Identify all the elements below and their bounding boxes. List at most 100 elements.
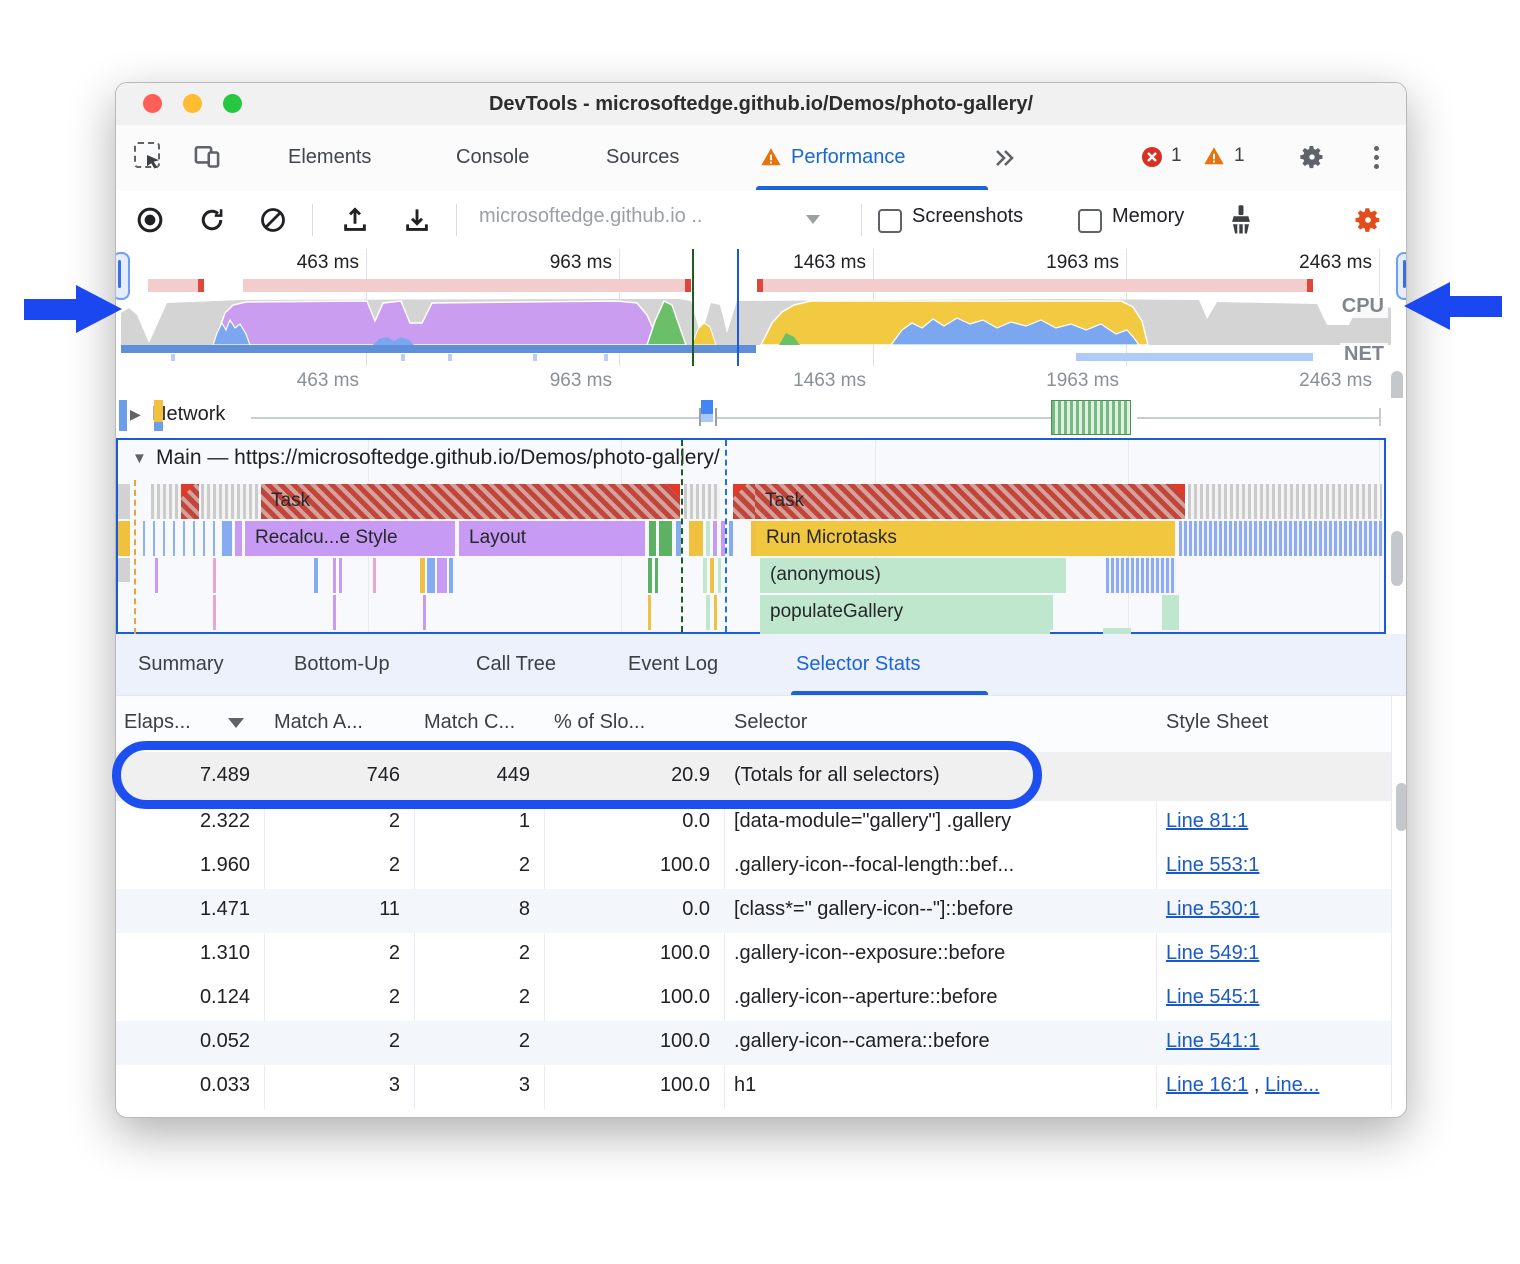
overview-tick: 463 ms <box>296 252 359 273</box>
main-track-label: Main — https://microsoftedge.github.io/D… <box>156 446 720 469</box>
table-row[interactable]: 1.310 2 2 100.0 .gallery-icon--exposure:… <box>199 942 1260 964</box>
clear-recording-icon[interactable] <box>259 206 287 234</box>
tab-sources[interactable]: Sources <box>606 146 680 168</box>
warning-count: 1 <box>1234 145 1245 166</box>
col-elapsed[interactable]: Elaps... <box>124 711 191 733</box>
stylesheet-link[interactable]: Line 549:1 <box>1166 942 1260 964</box>
device-toolbar-icon[interactable] <box>193 142 221 170</box>
marker-dashed-orange <box>134 480 136 634</box>
memory-checkbox[interactable] <box>1078 209 1102 233</box>
overview-tick: 2463 ms <box>1299 252 1372 273</box>
network-disclosure-icon[interactable]: ▶ <box>130 406 141 422</box>
load-profile-icon[interactable] <box>340 205 370 235</box>
flame-scrollbar[interactable] <box>1391 531 1403 586</box>
stylesheet-link[interactable]: Line 541:1 <box>1166 1030 1260 1052</box>
maximize-window-button[interactable] <box>223 94 242 113</box>
anonymous-function-bar[interactable]: (anonymous) <box>760 558 1066 593</box>
screenshots-checkbox[interactable] <box>878 209 902 233</box>
warning-badge-icon[interactable] <box>1202 145 1226 167</box>
toolbar-divider <box>312 204 313 236</box>
populate-gallery-bar[interactable]: populateGallery <box>760 595 1053 630</box>
layout-bar[interactable]: Layout <box>459 521 645 556</box>
overview-tick: 963 ms <box>549 252 612 273</box>
network-track-label: Network <box>152 403 226 425</box>
table-row[interactable]: 1.960 2 2 100.0 .gallery-icon--focal-len… <box>199 854 1260 876</box>
flame-row-populate[interactable]: populateGallery <box>118 595 1384 630</box>
stylesheet-link[interactable]: Line 16:1 <box>1166 1074 1249 1096</box>
network-request-batch[interactable] <box>1051 400 1131 435</box>
overview-right-handle[interactable] <box>1396 252 1406 300</box>
more-tabs-icon[interactable] <box>991 146 1017 170</box>
flame-row-style-layout[interactable]: Recalcu...e Style Layout Run Microtasks <box>118 521 1384 556</box>
task-bar[interactable]: Task <box>261 484 680 519</box>
performance-toolbar: microsoftedge.github.io .. Screenshots M… <box>116 191 1406 250</box>
garbage-collect-icon[interactable] <box>1226 204 1256 236</box>
network-gutter-marker <box>154 400 163 422</box>
tab-selector-stats[interactable]: Selector Stats <box>796 653 921 675</box>
run-microtasks-bar[interactable]: Run Microtasks <box>756 521 1175 556</box>
error-count: 1 <box>1171 145 1182 166</box>
col-style-sheet[interactable]: Style Sheet <box>1166 711 1269 733</box>
main-thread-track[interactable]: ▼ Main — https://microsoftedge.github.io… <box>116 438 1386 634</box>
devtools-tabbar: Elements Console Sources Performance 1 1 <box>116 125 1406 192</box>
timeline-overview[interactable]: 463 ms 963 ms 1463 ms 1963 ms 2463 ms <box>116 249 1406 366</box>
col-match-count[interactable]: Match C... <box>424 711 516 733</box>
table-row-totals[interactable]: 7.489 746 449 20.9 (Totals for all selec… <box>116 753 1391 801</box>
flame-row-tasks[interactable]: Task Task <box>118 484 1384 519</box>
flame-row-partial <box>760 628 1050 634</box>
error-badge-icon[interactable] <box>1140 145 1164 169</box>
toolbar-divider <box>456 204 457 236</box>
tab-performance[interactable]: Performance <box>791 146 906 168</box>
stylesheet-link[interactable]: Line 553:1 <box>1166 854 1260 876</box>
network-track[interactable]: ▶ Network <box>116 398 1406 438</box>
ruler-tick: 2463 ms <box>1299 370 1372 391</box>
col-selector[interactable]: Selector <box>734 711 808 733</box>
network-request[interactable] <box>701 400 713 414</box>
history-select[interactable]: microsoftedge.github.io .. <box>479 205 703 227</box>
col-slow-path[interactable]: % of Slo... <box>554 711 646 733</box>
stylesheet-link[interactable]: Line... <box>1264 1074 1320 1096</box>
table-row[interactable]: 1.471 11 8 0.0 [class*=" gallery-icon--"… <box>116 889 1391 933</box>
col-match-attempts[interactable]: Match A... <box>274 711 363 733</box>
overview-tick: 1963 ms <box>1046 252 1119 273</box>
tab-event-log[interactable]: Event Log <box>628 653 719 675</box>
performance-warning-icon <box>759 146 783 168</box>
screenshots-label: Screenshots <box>912 205 1024 227</box>
tab-bottom-up[interactable]: Bottom-Up <box>294 653 390 675</box>
ruler-tick: 1463 ms <box>793 370 866 391</box>
task-bar[interactable]: Task <box>755 484 1185 519</box>
ruler-tick: 963 ms <box>549 370 612 391</box>
sort-descending-icon[interactable] <box>228 718 244 728</box>
save-profile-icon[interactable] <box>402 205 432 235</box>
table-row[interactable]: 0.052 2 2 100.0 .gallery-icon--camera::b… <box>116 1021 1391 1065</box>
window-title: DevTools - microsoftedge.github.io/Demos… <box>488 93 1034 115</box>
table-row[interactable]: 0.124 2 2 100.0 .gallery-icon--aperture:… <box>199 986 1260 1008</box>
minimize-window-button[interactable] <box>183 94 202 113</box>
memory-label: Memory <box>1112 205 1185 227</box>
close-window-button[interactable] <box>143 94 162 113</box>
main-disclosure-icon[interactable]: ▼ <box>132 450 147 467</box>
stylesheet-link[interactable]: Line 545:1 <box>1166 986 1260 1008</box>
fcp-marker-line <box>692 249 694 366</box>
tab-summary[interactable]: Summary <box>138 653 224 675</box>
stylesheet-link[interactable]: Line 81:1 <box>1166 810 1249 832</box>
dcl-marker-dashed <box>725 440 727 632</box>
capture-settings-gear-icon[interactable] <box>1353 205 1383 235</box>
detail-ruler: 463 ms 963 ms 1463 ms 1963 ms 2463 ms <box>116 366 1406 431</box>
cpu-activity-chart <box>121 299 1391 345</box>
toolbar-divider <box>861 204 862 236</box>
record-icon[interactable] <box>136 206 164 234</box>
tab-call-tree[interactable]: Call Tree <box>476 653 557 675</box>
tab-console[interactable]: Console <box>456 146 530 168</box>
stylesheet-link[interactable]: Line 530:1 <box>1166 898 1260 920</box>
flame-row-anonymous[interactable]: (anonymous) <box>118 558 1384 593</box>
table-scrollbar[interactable] <box>1396 783 1406 831</box>
recalculate-style-bar[interactable]: Recalcu...e Style <box>245 521 457 556</box>
table-row[interactable]: 2.322 2 1 0.0 [data-module="gallery"] .g… <box>199 810 1249 832</box>
kebab-menu-icon[interactable] <box>1374 144 1379 173</box>
settings-gear-icon[interactable] <box>1298 143 1326 171</box>
tab-elements[interactable]: Elements <box>288 146 372 168</box>
reload-and-record-icon[interactable] <box>198 206 226 234</box>
inspect-element-icon[interactable] <box>134 142 160 169</box>
table-row[interactable]: 0.033 3 3 100.0 h1 Line 16:1 , Line... <box>199 1074 1320 1096</box>
